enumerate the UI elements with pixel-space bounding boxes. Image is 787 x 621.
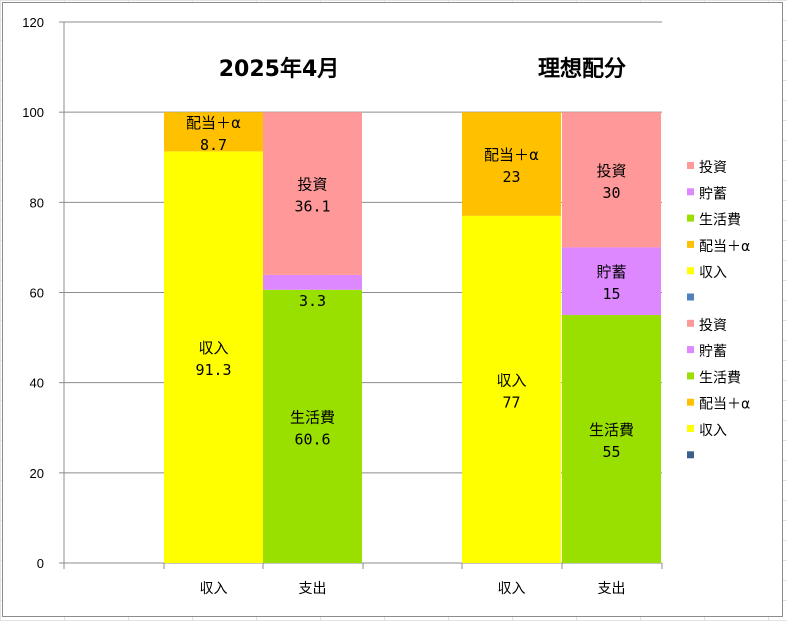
legend-label: 配当＋α — [699, 239, 750, 255]
x-category-label: 支出 — [299, 581, 327, 597]
legend-swatch — [687, 372, 694, 380]
bar-segment — [562, 112, 661, 248]
legend-label: 生活費 — [699, 213, 741, 229]
legend-label: 収入 — [699, 265, 727, 281]
segment-name-label: 貯蓄 — [596, 263, 626, 281]
bar-segment — [263, 112, 362, 275]
bar-segment — [562, 247, 661, 316]
segment-value-label: 36.1 — [294, 198, 330, 216]
group-title: 2025年4月 — [219, 56, 340, 82]
legend-label: 投資 — [699, 160, 727, 176]
legend-swatch — [687, 240, 694, 248]
legend-swatch — [687, 425, 694, 432]
x-category-label: 収入 — [498, 581, 526, 597]
group-title: 理想配分 — [538, 57, 626, 82]
legend-swatch — [687, 214, 694, 222]
y-tick-label: 60 — [30, 286, 44, 301]
bar-segment — [164, 151, 263, 563]
legend-swatch — [687, 319, 694, 327]
segment-value-label: 8.7 — [200, 136, 227, 154]
segment-name-label: 生活費 — [589, 421, 634, 439]
bar-segment — [164, 112, 263, 152]
x-category-label: 収入 — [200, 581, 228, 597]
legend-swatch — [687, 188, 694, 196]
bar-segment — [263, 289, 362, 563]
legend-swatch — [687, 346, 694, 354]
y-tick-label: 20 — [30, 466, 44, 481]
legend-swatch — [687, 293, 694, 301]
legend-swatch — [687, 267, 694, 275]
segment-value-label: 77 — [502, 393, 520, 411]
segment-value-label: 30 — [602, 184, 620, 202]
segment-name-label: 投資 — [596, 162, 626, 180]
segment-value-label: 60.6 — [294, 430, 330, 448]
legend-swatch — [687, 398, 694, 406]
segment-value-label: 55 — [602, 443, 620, 461]
legend-swatch — [687, 451, 694, 459]
y-tick-label: 0 — [37, 556, 44, 571]
y-tick-label: 100 — [22, 105, 44, 120]
bar-segment — [462, 215, 561, 563]
segment-value-label: 91.3 — [195, 361, 231, 379]
segment-value-label: 15 — [602, 285, 620, 303]
legend-label: 貯蓄 — [699, 344, 727, 360]
segment-name-label: 配当＋α — [484, 146, 539, 164]
legend-label: 生活費 — [699, 370, 741, 386]
y-tick-label: 80 — [30, 195, 44, 210]
y-tick-label: 120 — [22, 15, 44, 30]
segment-name-label: 収入 — [198, 339, 228, 357]
legend-swatch — [687, 162, 694, 169]
legend-label: 投資 — [699, 318, 727, 334]
segment-name-label: 投資 — [297, 176, 327, 194]
segment-name-label: 配当＋α — [186, 114, 241, 132]
y-tick-label: 40 — [30, 376, 44, 391]
x-category-label: 支出 — [598, 581, 626, 597]
segment-name-label: 生活費 — [290, 408, 335, 426]
bar-segment — [562, 315, 661, 563]
legend-label: 貯蓄 — [699, 186, 727, 202]
segment-value-label: 23 — [502, 168, 520, 186]
legend-label: 配当＋α — [699, 397, 750, 413]
segment-value-label: 3.3 — [299, 292, 326, 310]
segment-name-label: 収入 — [496, 371, 526, 389]
bar-segment — [263, 274, 362, 290]
legend-label: 収入 — [699, 423, 727, 439]
bar-segment — [462, 112, 561, 216]
